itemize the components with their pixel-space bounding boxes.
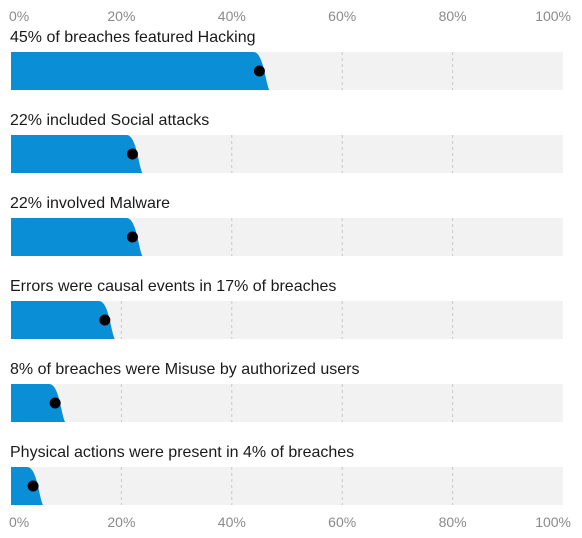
value-point xyxy=(253,65,265,77)
value-point xyxy=(49,397,61,409)
bar-label: Errors were causal events in 17% of brea… xyxy=(10,278,336,295)
bar-track xyxy=(11,467,563,505)
bar xyxy=(11,218,143,256)
bar-track xyxy=(11,384,563,422)
bar-labels: 45% of breaches featured Hacking 22% incl… xyxy=(10,29,360,461)
bar xyxy=(11,301,115,339)
value-points xyxy=(27,65,265,492)
bar xyxy=(11,467,44,505)
value-point xyxy=(126,148,138,160)
bar-label: 8% of breaches were Misuse by authorized… xyxy=(10,361,360,378)
tick-label-bottom: 0% xyxy=(9,514,29,530)
value-point xyxy=(27,480,39,492)
bar xyxy=(11,52,270,90)
tick-label-top: 0% xyxy=(9,8,29,24)
tick-label-top: 20% xyxy=(107,8,135,24)
tick-label-bottom: 20% xyxy=(107,514,135,530)
bottom-axis: 0% 20% 40% 60% 80% 100% xyxy=(9,514,571,530)
bar-label: Physical actions were present in 4% of b… xyxy=(10,444,354,461)
tick-label-bottom: 40% xyxy=(218,514,246,530)
bar xyxy=(11,135,143,173)
tick-label-top: 80% xyxy=(439,8,467,24)
tick-label-top: 40% xyxy=(218,8,246,24)
tick-label-top: 60% xyxy=(328,8,356,24)
bars xyxy=(11,52,270,505)
bar xyxy=(11,384,66,422)
bar-label: 22% involved Malware xyxy=(10,195,170,212)
tick-label-bottom: 100% xyxy=(535,514,571,530)
value-point xyxy=(126,231,138,243)
tick-label-bottom: 60% xyxy=(328,514,356,530)
tick-label-bottom: 80% xyxy=(439,514,467,530)
bar-tracks xyxy=(11,52,563,505)
value-point xyxy=(99,314,111,326)
top-axis: 0% 20% 40% 60% 80% 100% xyxy=(9,8,571,24)
tick-label-top: 100% xyxy=(535,8,571,24)
bar-label: 45% of breaches featured Hacking xyxy=(10,29,255,46)
bar-label: 22% included Social attacks xyxy=(10,112,209,129)
